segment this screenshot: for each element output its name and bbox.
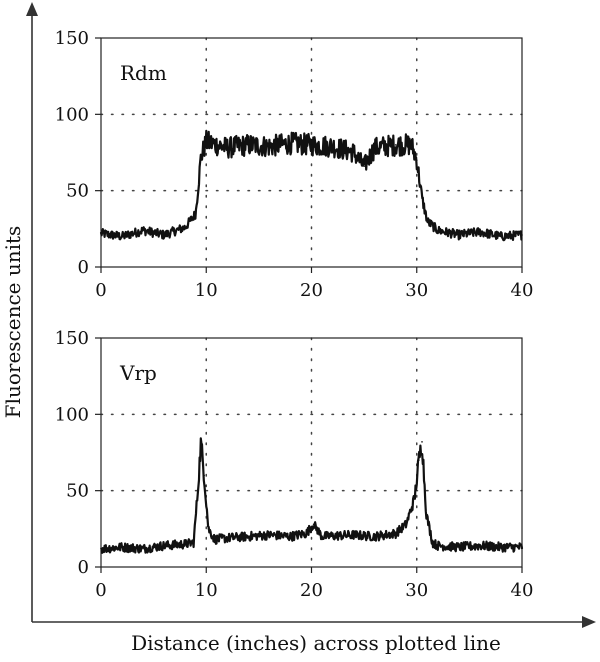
data-point xyxy=(200,441,202,443)
data-point xyxy=(352,534,355,536)
data-point xyxy=(421,197,423,200)
data-point xyxy=(373,535,376,538)
data-point xyxy=(426,220,429,222)
y-tick-label: 150 xyxy=(55,328,89,349)
data-point xyxy=(289,535,292,538)
data-point xyxy=(521,234,523,236)
x-axis-title: Distance (inches) across plotted line xyxy=(131,631,501,655)
data-point xyxy=(142,547,144,550)
data-point xyxy=(331,145,334,148)
data-point xyxy=(100,547,102,550)
data-point xyxy=(197,489,199,492)
x-tick-label: 0 xyxy=(95,580,106,601)
data-point xyxy=(226,537,229,539)
data-point xyxy=(479,231,481,233)
data-point xyxy=(410,144,413,146)
y-tick-label: 150 xyxy=(55,28,89,49)
data-point xyxy=(194,212,197,215)
x-tick-label: 10 xyxy=(195,580,218,601)
data-point xyxy=(458,546,460,548)
data-point xyxy=(458,234,460,236)
data-point xyxy=(184,543,186,545)
y-tick-label: 0 xyxy=(78,557,89,578)
panel-1: 0 50 100 150 0 10 20 30 40 Rdm xyxy=(55,28,534,301)
data-point xyxy=(437,544,439,547)
series-line-vrp xyxy=(100,437,524,554)
x-tick-label: 20 xyxy=(300,280,323,301)
figure-y-axis-arrow xyxy=(26,2,38,16)
data-point xyxy=(312,523,315,526)
panel-2: 0 50 100 150 0 10 20 30 40 Vrp xyxy=(55,328,534,601)
y-tick-label: 0 xyxy=(78,257,89,278)
data-point xyxy=(413,497,416,500)
data-point xyxy=(100,232,102,235)
data-point xyxy=(305,532,308,535)
data-point xyxy=(310,144,313,146)
data-point xyxy=(352,151,355,154)
x-tick-label: 40 xyxy=(511,280,534,301)
data-point xyxy=(425,512,428,515)
data-point xyxy=(268,534,271,536)
figure-x-axis-arrow xyxy=(582,616,596,628)
y-tick-label: 100 xyxy=(55,404,89,425)
y-tick-label: 50 xyxy=(66,181,89,202)
data-point xyxy=(521,546,523,548)
data-point xyxy=(431,541,434,544)
data-point xyxy=(184,226,186,229)
data-point xyxy=(479,544,481,547)
y-axis-title: Fluorescence units xyxy=(1,226,25,419)
x-tick-label: 10 xyxy=(195,280,218,301)
series-line-rdm xyxy=(99,129,523,242)
data-point xyxy=(500,546,502,548)
data-point xyxy=(394,532,397,535)
data-point xyxy=(207,528,210,530)
data-point xyxy=(363,165,365,168)
data-point xyxy=(437,229,439,232)
data-point xyxy=(192,541,195,544)
chart-panels: 0 50 100 150 0 10 20 30 40 Rdm 0 50 100 150 0 10 20 30 40 V… xyxy=(55,28,534,601)
y-tick-label: 100 xyxy=(55,104,89,125)
x-tick-label: 30 xyxy=(405,580,428,601)
panel-label: Vrp xyxy=(119,361,157,385)
data-point xyxy=(247,144,250,146)
x-tick-label: 40 xyxy=(511,580,534,601)
data-point xyxy=(373,147,376,149)
data-point xyxy=(200,156,202,158)
data-point xyxy=(142,229,144,232)
panel-label: Rdm xyxy=(120,61,167,85)
data-point xyxy=(394,144,397,146)
data-point xyxy=(163,234,165,236)
data-point xyxy=(500,235,502,238)
data-point xyxy=(415,159,418,161)
x-tick-label: 0 xyxy=(95,280,106,301)
data-point xyxy=(121,546,123,548)
data-point xyxy=(226,147,229,149)
data-point xyxy=(247,535,250,538)
y-tick-label: 50 xyxy=(66,481,89,502)
data-point xyxy=(163,544,165,547)
data-point xyxy=(321,535,323,538)
data-point xyxy=(418,459,420,461)
data-point xyxy=(405,523,408,526)
data-point xyxy=(121,235,123,238)
x-tick-label: 30 xyxy=(405,280,428,301)
data-point xyxy=(205,141,208,143)
data-point xyxy=(289,142,292,145)
data-point xyxy=(203,474,205,477)
figure-axes xyxy=(26,2,596,628)
data-point xyxy=(421,441,423,443)
x-tick-label: 20 xyxy=(300,580,323,601)
data-point xyxy=(213,538,216,541)
data-point xyxy=(268,145,271,148)
